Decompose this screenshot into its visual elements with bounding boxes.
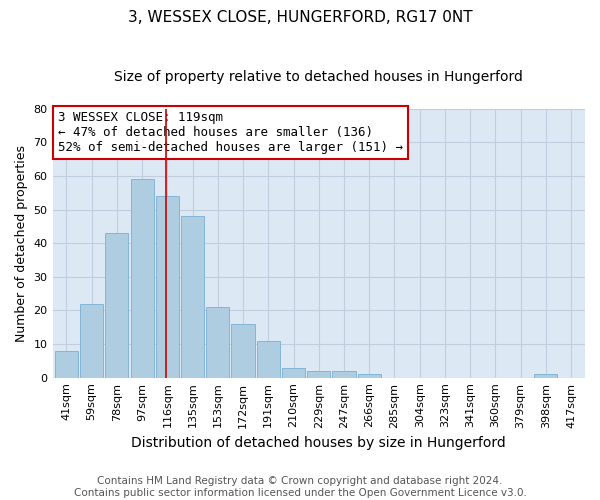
X-axis label: Distribution of detached houses by size in Hungerford: Distribution of detached houses by size … bbox=[131, 436, 506, 450]
Bar bbox=[80, 304, 103, 378]
Bar bbox=[206, 307, 229, 378]
Bar bbox=[131, 180, 154, 378]
Text: 3 WESSEX CLOSE: 119sqm
← 47% of detached houses are smaller (136)
52% of semi-de: 3 WESSEX CLOSE: 119sqm ← 47% of detached… bbox=[58, 112, 403, 154]
Bar bbox=[534, 374, 557, 378]
Bar bbox=[307, 371, 331, 378]
Bar bbox=[282, 368, 305, 378]
Bar bbox=[232, 324, 254, 378]
Bar bbox=[181, 216, 204, 378]
Bar bbox=[156, 196, 179, 378]
Bar bbox=[105, 233, 128, 378]
Bar bbox=[257, 340, 280, 378]
Bar bbox=[332, 371, 356, 378]
Title: Size of property relative to detached houses in Hungerford: Size of property relative to detached ho… bbox=[115, 70, 523, 84]
Text: 3, WESSEX CLOSE, HUNGERFORD, RG17 0NT: 3, WESSEX CLOSE, HUNGERFORD, RG17 0NT bbox=[128, 10, 472, 25]
Y-axis label: Number of detached properties: Number of detached properties bbox=[15, 144, 28, 342]
Bar bbox=[55, 351, 78, 378]
Text: Contains HM Land Registry data © Crown copyright and database right 2024.
Contai: Contains HM Land Registry data © Crown c… bbox=[74, 476, 526, 498]
Bar bbox=[358, 374, 381, 378]
